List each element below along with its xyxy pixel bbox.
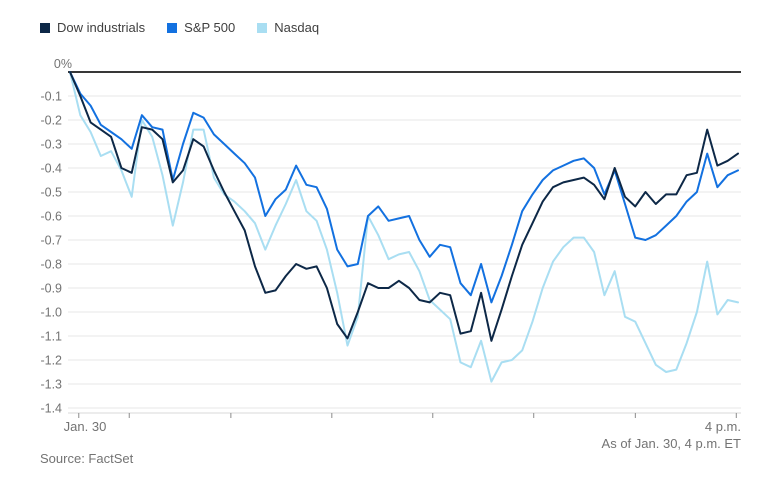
line-s-p-500 <box>69 71 739 304</box>
y-axis-label: -1.4 <box>40 402 62 416</box>
y-axis-label: -0.9 <box>40 282 62 296</box>
source-credit: Source: FactSet <box>40 451 134 466</box>
y-axis-label: 0% <box>54 57 72 71</box>
legend-item-dow-industrials: Dow industrials <box>40 21 145 35</box>
y-axis-label: -0.8 <box>40 258 62 272</box>
y-axis-label: -0.7 <box>40 234 62 248</box>
x-axis-label-right: 4 p.m. <box>705 419 741 434</box>
y-axis-label: -0.3 <box>40 138 62 152</box>
y-axis-label: -1.0 <box>40 306 62 320</box>
y-axis-label: -0.5 <box>40 186 62 200</box>
y-axis-label: -0.2 <box>40 114 62 128</box>
line-nasdaq <box>69 71 739 383</box>
x-axis-label-left: Jan. 30 <box>64 419 107 434</box>
as-of-note: As of Jan. 30, 4 p.m. ET <box>601 436 741 451</box>
legend-label: S&P 500 <box>184 20 236 35</box>
legend-item-s-p-500: S&P 500 <box>167 21 235 35</box>
legend-label: Dow industrials <box>57 20 146 35</box>
y-axis-label: -1.1 <box>40 330 62 344</box>
y-axis-label: -1.3 <box>40 378 62 392</box>
legend-swatch-icon <box>167 23 178 33</box>
line-dow-industrials <box>69 71 739 342</box>
legend-item-nasdaq: Nasdaq <box>257 21 319 35</box>
y-axis-label: -0.4 <box>40 162 62 176</box>
legend-swatch-icon <box>40 23 50 33</box>
y-axis-label: -0.6 <box>40 210 62 224</box>
chart-legend: Dow industrials S&P 500 Nasdaq <box>40 21 319 35</box>
legend-label: Nasdaq <box>274 20 320 35</box>
y-axis-label: -0.1 <box>40 90 62 104</box>
legend-swatch-icon <box>257 23 268 33</box>
y-axis-label: -1.2 <box>40 354 62 368</box>
